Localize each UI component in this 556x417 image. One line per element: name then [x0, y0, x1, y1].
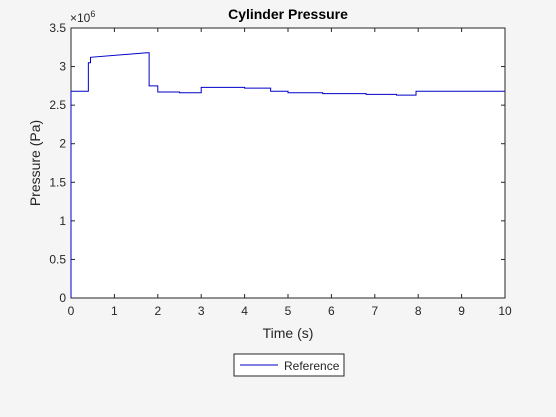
y-tick-label: 2.5	[49, 98, 66, 112]
x-tick-label: 0	[68, 304, 75, 318]
y-axis-ticks: 0 0.5 1 1.5 2 2.5 3 3.5	[49, 21, 505, 305]
y-tick-label: 2	[59, 137, 66, 151]
x-tick-label: 9	[458, 304, 465, 318]
y-axis-exponent: ×106	[70, 9, 95, 25]
x-tick-label: 2	[154, 304, 161, 318]
y-axis-exponent-base: ×10	[70, 11, 91, 25]
y-axis-label: Pressure (Pa)	[27, 120, 43, 206]
plot-area	[70, 27, 506, 299]
x-tick-label: 10	[498, 304, 512, 318]
chart-title: Cylinder Pressure	[228, 6, 348, 22]
series-line-reference	[70, 52, 505, 298]
legend: Reference	[233, 353, 345, 377]
y-tick-label: 0	[59, 291, 66, 305]
x-axis-ticks: 0 1 2 3 4 5 6 7 8 9 10	[68, 28, 512, 318]
x-tick-label: 4	[241, 304, 248, 318]
x-tick-label: 5	[285, 304, 292, 318]
legend-box	[233, 353, 345, 377]
y-tick-label: 0.5	[49, 252, 66, 266]
y-tick-label: 3	[59, 60, 66, 74]
x-axis-label: Time (s)	[263, 325, 314, 341]
x-tick-label: 7	[371, 304, 378, 318]
y-tick-label: 1.5	[49, 175, 66, 189]
x-tick-label: 1	[111, 304, 118, 318]
y-axis-exponent-power: 6	[90, 9, 95, 19]
series-layer	[70, 52, 505, 298]
y-tick-label: 3.5	[49, 21, 66, 35]
x-tick-label: 6	[328, 304, 335, 318]
legend-label: Reference	[284, 359, 340, 373]
y-tick-label: 1	[59, 214, 66, 228]
x-tick-label: 8	[415, 304, 422, 318]
x-tick-label: 3	[198, 304, 205, 318]
